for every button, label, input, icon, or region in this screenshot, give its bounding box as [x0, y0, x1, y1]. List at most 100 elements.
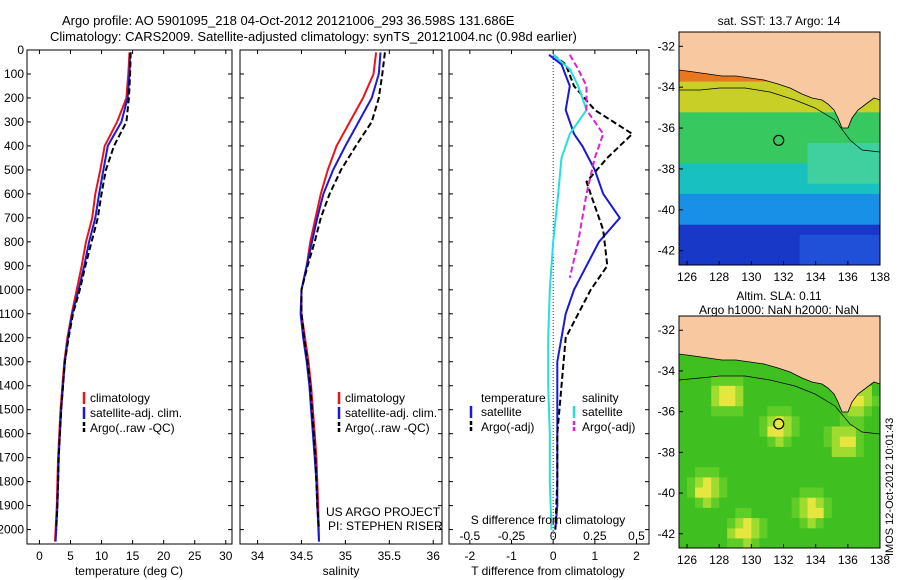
map-cell: [831, 537, 841, 548]
map-cell: [847, 507, 857, 519]
map-cell: [839, 486, 849, 498]
map-cell: [703, 162, 712, 174]
map-cell: [775, 254, 785, 265]
map-cell: [863, 395, 873, 407]
map-cell: [872, 101, 880, 113]
map-cell: [719, 244, 728, 256]
map-cell: [872, 203, 880, 215]
map-cell: [799, 446, 809, 457]
map-cell: [815, 486, 825, 498]
map-cell: [687, 244, 696, 256]
map-cell: [751, 142, 760, 154]
map-cell: [815, 142, 825, 154]
map-cell: [783, 405, 793, 417]
map-cell: [775, 466, 785, 478]
depth-tick-label: 1400: [0, 379, 24, 393]
map-cell: [759, 234, 768, 246]
map-cell: [863, 254, 873, 265]
map-cell: [831, 476, 841, 488]
map-cell: [727, 527, 736, 539]
map-cell: [687, 466, 696, 478]
map-cell: [751, 173, 760, 184]
map-cell: [799, 405, 809, 417]
map-cell: [743, 121, 752, 133]
map-cell: [727, 91, 736, 103]
map-cell: [847, 517, 857, 529]
map-cell: [735, 466, 744, 478]
x-tick-label: 0: [36, 549, 43, 563]
map-cell: [815, 152, 825, 164]
map-y-tick-label: -42: [658, 527, 676, 541]
map-cell: [735, 203, 744, 215]
map-cell: [751, 111, 760, 123]
map-cell: [703, 405, 712, 417]
map-cell: [679, 497, 688, 508]
map-cell: [767, 213, 776, 225]
map-cell: [823, 405, 833, 417]
map-cell: [687, 152, 696, 164]
map-cell: [751, 436, 760, 447]
map-cell: [807, 476, 817, 488]
map-cell: [767, 193, 776, 205]
map-cell: [711, 405, 720, 417]
map-cell: [743, 517, 752, 529]
map-cell: [743, 456, 752, 468]
map-cell: [687, 364, 696, 376]
map-cell: [679, 254, 688, 265]
map-cell: [687, 486, 696, 498]
map-cell: [855, 507, 865, 519]
map-cell: [703, 497, 712, 508]
map-cell: [687, 203, 696, 215]
map-cell: [711, 203, 720, 215]
map-cell: [799, 486, 809, 498]
map-cell: [783, 224, 793, 235]
map-cell: [799, 254, 809, 265]
map-cell: [759, 203, 768, 215]
map-cell: [743, 111, 752, 123]
map-cell: [815, 507, 825, 519]
map-cell: [711, 364, 720, 376]
map-cell: [799, 213, 809, 225]
map-cell: [695, 224, 704, 235]
map-cell: [847, 121, 857, 133]
map-cell: [679, 415, 688, 427]
map-cell: [807, 162, 817, 174]
map-cell: [807, 446, 817, 457]
map-cell: [815, 224, 825, 235]
map-cell: [711, 425, 720, 437]
map-cell: [783, 456, 793, 468]
map-cell: [863, 486, 873, 498]
map-cell: [839, 254, 849, 265]
map-cell: [743, 142, 752, 154]
map-cell: [727, 486, 736, 498]
map-cell: [839, 476, 849, 488]
map-cell: [695, 101, 704, 113]
map-cell: [775, 173, 785, 184]
map-cell: [815, 132, 825, 143]
map-cell: [807, 132, 817, 143]
map-cell: [783, 446, 793, 457]
map-cell: [687, 517, 696, 529]
s-difference-label: S difference from climatology: [471, 513, 626, 527]
map-cell: [695, 395, 704, 407]
map-cell: [775, 537, 785, 548]
map-cell: [703, 152, 712, 164]
map-cell: [735, 476, 744, 488]
map-cell: [839, 497, 849, 508]
temperature-x-label: temperature (deg C): [75, 564, 183, 578]
map-cell: [759, 456, 768, 468]
map-cell: [831, 254, 841, 265]
map-cell: [783, 173, 793, 184]
map-cell: [872, 244, 880, 256]
map-cell: [759, 527, 768, 539]
map-cell: [775, 395, 785, 407]
depth-tick-label: 1100: [0, 307, 24, 321]
map-cell: [743, 173, 752, 184]
map-cell: [775, 385, 785, 396]
map-cell: [863, 385, 873, 396]
map-cell: [855, 446, 865, 457]
map-cell: [839, 425, 849, 437]
map-cell: [743, 224, 752, 235]
map-cell: [735, 436, 744, 447]
map-cell: [863, 517, 873, 529]
